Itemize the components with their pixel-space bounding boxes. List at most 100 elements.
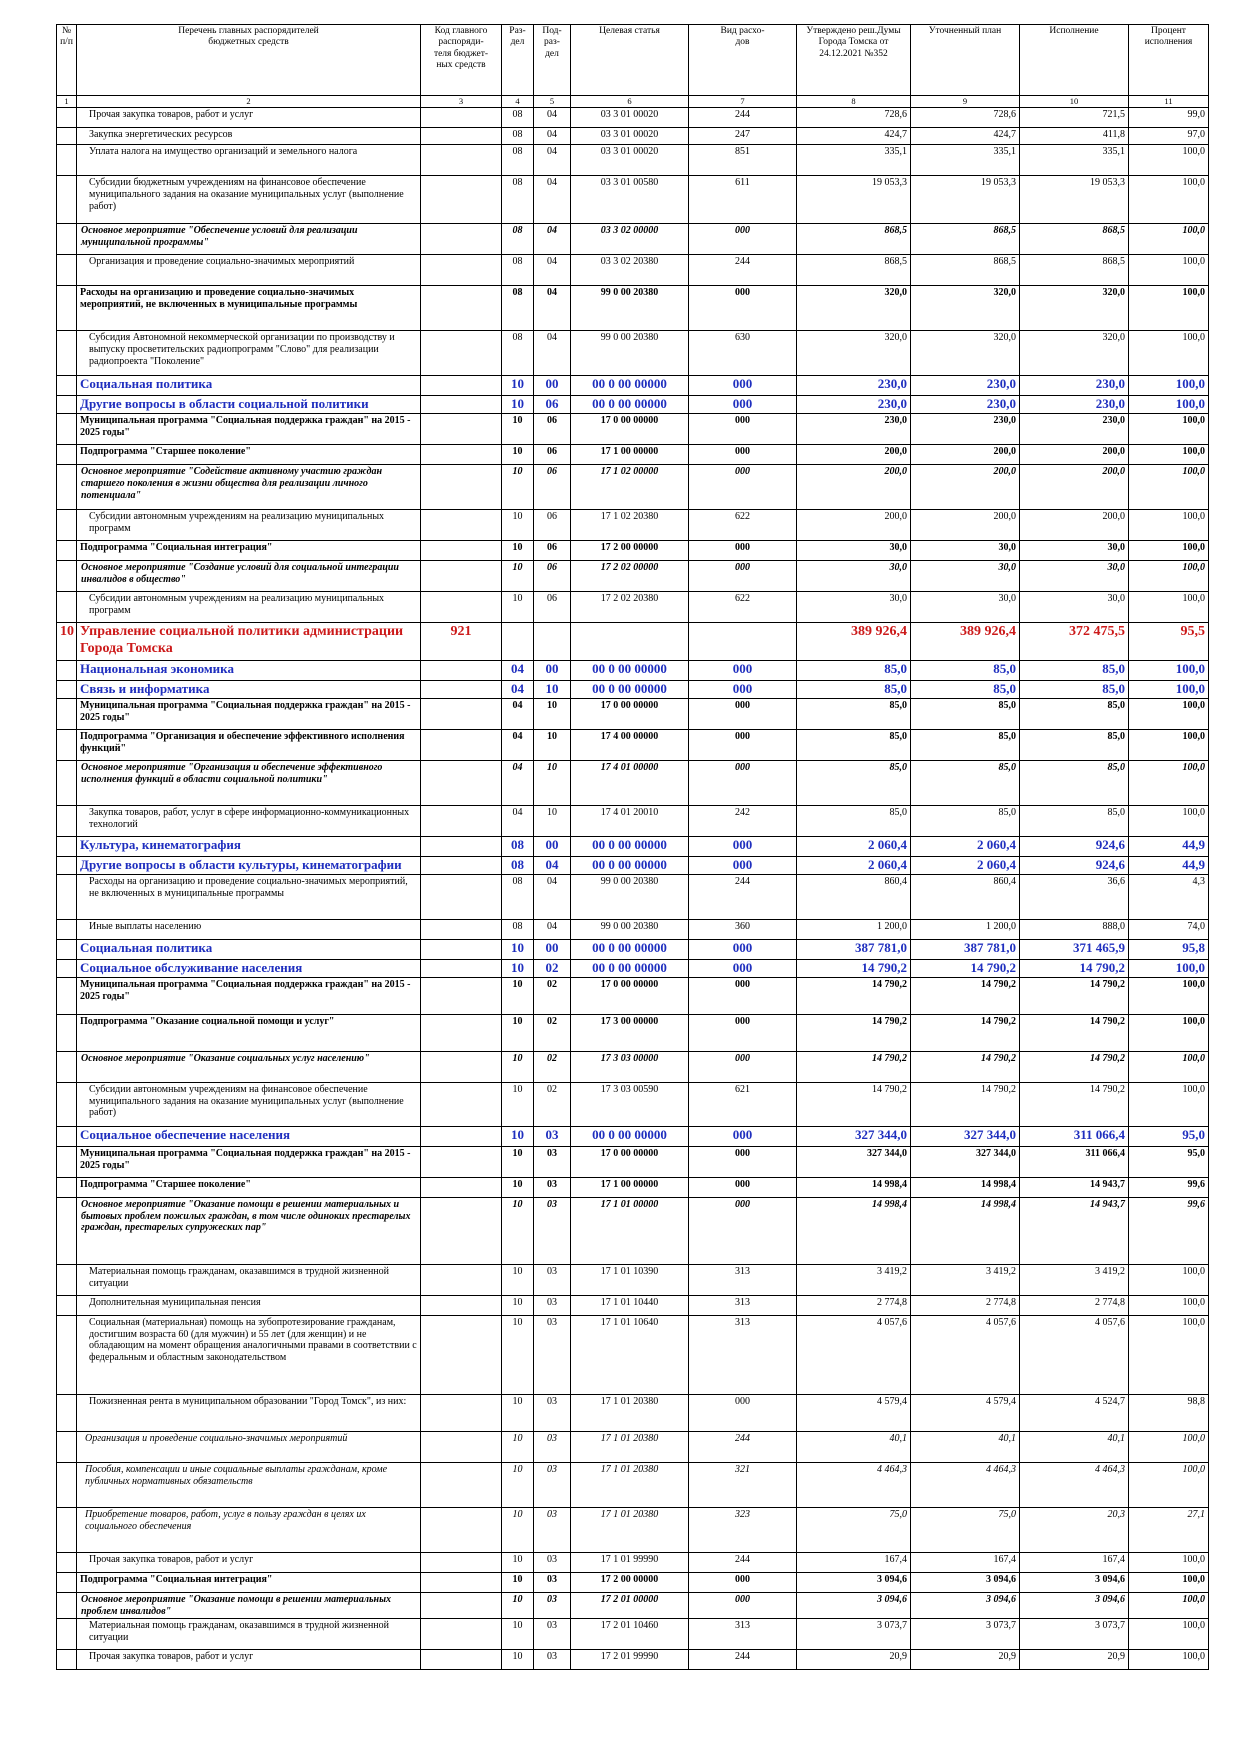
row-number <box>56 1263 77 1296</box>
row-manager-code <box>420 223 502 255</box>
row-execution: 14 790,2 <box>1019 958 1129 978</box>
row-number <box>56 1649 77 1671</box>
row-approved: 2 774,8 <box>796 1294 911 1316</box>
row-section: 10 <box>501 1571 534 1593</box>
row-target-article: 03 3 02 20380 <box>570 254 689 286</box>
row-subsection: 03 <box>533 1430 571 1463</box>
row-subsection: 03 <box>533 1393 571 1432</box>
row-target-article: 17 0 00 00000 <box>570 976 689 1015</box>
row-number <box>56 873 77 920</box>
row-target-article: 17 1 01 20380 <box>570 1461 689 1508</box>
row-manager-code <box>420 1263 502 1296</box>
row-execution: 924,6 <box>1019 855 1129 875</box>
header-col-plan: Уточненный план <box>910 24 1020 96</box>
row-execution: 868,5 <box>1019 254 1129 286</box>
row-name: Иные выплаты населению <box>76 918 421 940</box>
row-number <box>56 223 77 255</box>
row-name: Другие вопросы в области культуры, кинем… <box>76 855 421 875</box>
table-row: Основное мероприятие "Обеспечение услови… <box>56 223 1209 255</box>
colnum-11: 11 <box>1128 95 1209 108</box>
row-subsection: 00 <box>533 938 571 960</box>
row-number: 10 <box>56 621 77 661</box>
row-plan: 85,0 <box>910 759 1020 806</box>
row-manager-code <box>420 679 502 699</box>
row-manager-code <box>420 1081 502 1127</box>
row-approved: 424,7 <box>796 127 911 145</box>
colnum-10: 10 <box>1019 95 1129 108</box>
table-row: Дополнительная муниципальная пенсия 10 03 1… <box>56 1294 1209 1316</box>
row-section <box>501 621 534 661</box>
row-subsection: 10 <box>533 697 571 730</box>
row-execution: 3 073,7 <box>1019 1618 1129 1651</box>
row-name: Пособия, компенсации и иные социальные в… <box>76 1461 421 1508</box>
row-target-article <box>570 621 689 661</box>
row-subsection: 03 <box>533 1145 571 1178</box>
row-plan: 30,0 <box>910 559 1020 592</box>
row-approved: 868,5 <box>796 254 911 286</box>
row-target-article: 17 3 03 00590 <box>570 1081 689 1127</box>
row-percent: 44,9 <box>1128 835 1209 857</box>
row-target-article: 00 0 00 00000 <box>570 958 689 978</box>
row-subsection: 04 <box>533 107 571 128</box>
table-row: Муниципальная программа "Социальная подд… <box>56 412 1209 445</box>
table-row: Материальная помощь гражданам, оказавшим… <box>56 1618 1209 1651</box>
row-manager-code <box>420 508 502 541</box>
row-name: Муниципальная программа "Социальная подд… <box>76 697 421 730</box>
row-subsection: 06 <box>533 443 571 465</box>
row-subsection: 04 <box>533 918 571 940</box>
row-section: 10 <box>501 395 534 414</box>
row-manager-code <box>420 1013 502 1052</box>
row-name: Муниципальная программа "Социальная подд… <box>76 412 421 445</box>
table-row: Подпрограмма "Старшее поколение" 10 03 17 1… <box>56 1176 1209 1198</box>
row-number <box>56 590 77 623</box>
row-name: Закупка товаров, работ, услуг в сфере ин… <box>76 804 421 837</box>
row-subsection: 03 <box>533 1551 571 1573</box>
row-plan: 4 057,6 <box>910 1314 1020 1395</box>
row-percent: 100,0 <box>1128 1263 1209 1296</box>
row-name: Организация и проведение социально-значи… <box>76 254 421 286</box>
row-expense-type: 242 <box>688 804 797 837</box>
row-execution: 200,0 <box>1019 508 1129 541</box>
row-number <box>56 254 77 286</box>
row-target-article: 17 1 02 20380 <box>570 508 689 541</box>
row-target-article: 99 0 00 20380 <box>570 285 689 331</box>
row-plan: 2 060,4 <box>910 835 1020 857</box>
row-percent: 100,0 <box>1128 728 1209 761</box>
row-execution: 371 465,9 <box>1019 938 1129 960</box>
row-target-article: 17 0 00 00000 <box>570 697 689 730</box>
row-plan: 200,0 <box>910 463 1020 510</box>
row-percent: 100,0 <box>1128 590 1209 623</box>
row-execution: 20,9 <box>1019 1649 1129 1671</box>
row-name: Подпрограмма "Социальная интеграция" <box>76 1571 421 1593</box>
row-manager-code <box>420 1649 502 1671</box>
row-expense-type: 000 <box>688 728 797 761</box>
row-execution: 3 419,2 <box>1019 1263 1129 1296</box>
row-section: 10 <box>501 539 534 561</box>
row-execution: 30,0 <box>1019 590 1129 623</box>
row-plan: 75,0 <box>910 1506 1020 1553</box>
row-name: Организация и проведение социально-значи… <box>76 1430 421 1463</box>
row-name: Приобретение товаров, работ, услуг в пол… <box>76 1506 421 1553</box>
row-execution: 311 066,4 <box>1019 1145 1129 1178</box>
row-target-article: 17 2 02 00000 <box>570 559 689 592</box>
row-expense-type: 000 <box>688 412 797 445</box>
row-plan: 335,1 <box>910 144 1020 176</box>
row-number <box>56 1393 77 1432</box>
table-row: Расходы на организацию и проведение соци… <box>56 873 1209 920</box>
row-approved: 2 060,4 <box>796 855 911 875</box>
row-subsection: 04 <box>533 855 571 875</box>
row-manager-code <box>420 1294 502 1316</box>
row-subsection: 06 <box>533 590 571 623</box>
row-target-article: 03 3 01 00020 <box>570 107 689 128</box>
row-manager-code <box>420 918 502 940</box>
row-manager-code <box>420 1618 502 1651</box>
row-approved: 320,0 <box>796 285 911 331</box>
row-approved: 327 344,0 <box>796 1145 911 1178</box>
table-row: Социальная политика 10 00 00 0 00 00000 000 2… <box>56 375 1209 396</box>
row-target-article: 99 0 00 20380 <box>570 873 689 920</box>
table-row: Субсидии бюджетным учреждениям на финанс… <box>56 175 1209 224</box>
table-row: Подпрограмма "Оказание социальной помощи… <box>56 1013 1209 1052</box>
table-row: Связь и информатика 04 10 00 0 00 00000 000 8… <box>56 679 1209 699</box>
row-target-article: 03 3 02 00000 <box>570 223 689 255</box>
row-approved: 167,4 <box>796 1551 911 1573</box>
